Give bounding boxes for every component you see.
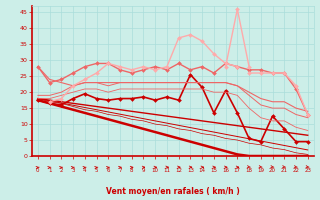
X-axis label: Vent moyen/en rafales ( km/h ): Vent moyen/en rafales ( km/h ) (106, 187, 240, 196)
